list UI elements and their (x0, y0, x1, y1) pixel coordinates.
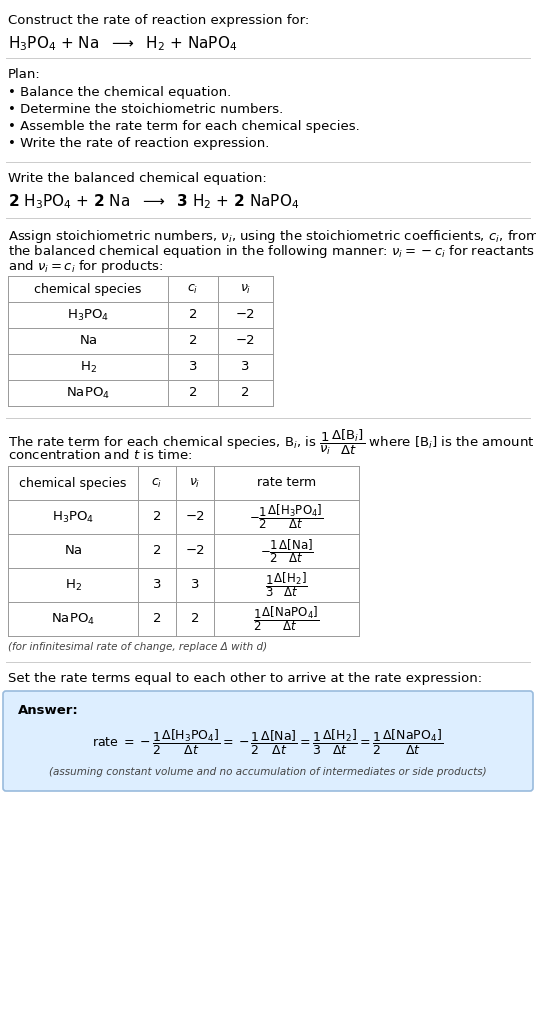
Text: $\mathrm{NaPO_4}$: $\mathrm{NaPO_4}$ (66, 385, 110, 400)
Text: (for infinitesimal rate of change, replace Δ with d): (for infinitesimal rate of change, repla… (8, 642, 267, 652)
Text: rate $= -\dfrac{1}{2}\dfrac{\Delta[\mathrm{H_3PO_4}]}{\Delta t} = -\dfrac{1}{2}\: rate $= -\dfrac{1}{2}\dfrac{\Delta[\math… (92, 727, 444, 757)
Text: −2: −2 (236, 308, 255, 322)
Text: 2: 2 (153, 612, 161, 626)
Text: $\mathrm{H_3PO_4}$: $\mathrm{H_3PO_4}$ (52, 510, 94, 524)
Text: Write the balanced chemical equation:: Write the balanced chemical equation: (8, 172, 267, 185)
Text: • Balance the chemical equation.: • Balance the chemical equation. (8, 86, 231, 99)
Text: $\dfrac{1}{3}\dfrac{\Delta[\mathrm{H_2}]}{\Delta t}$: $\dfrac{1}{3}\dfrac{\Delta[\mathrm{H_2}]… (265, 570, 308, 599)
Text: Plan:: Plan: (8, 68, 41, 81)
Text: $\mathrm{Na}$: $\mathrm{Na}$ (64, 545, 83, 557)
Text: $c_i$: $c_i$ (151, 476, 162, 489)
Text: −2: −2 (185, 511, 205, 523)
Text: Set the rate terms equal to each other to arrive at the rate expression:: Set the rate terms equal to each other t… (8, 672, 482, 685)
Text: $-\dfrac{1}{2}\dfrac{\Delta[\mathrm{Na}]}{\Delta t}$: $-\dfrac{1}{2}\dfrac{\Delta[\mathrm{Na}]… (259, 538, 314, 565)
Text: • Determine the stoichiometric numbers.: • Determine the stoichiometric numbers. (8, 103, 283, 116)
Text: $-\dfrac{1}{2}\dfrac{\Delta[\mathrm{H_3PO_4}]}{\Delta t}$: $-\dfrac{1}{2}\dfrac{\Delta[\mathrm{H_3P… (249, 503, 324, 531)
Text: −2: −2 (185, 545, 205, 557)
Text: $\nu_i$: $\nu_i$ (189, 476, 200, 489)
Text: 3: 3 (153, 579, 161, 592)
Text: Answer:: Answer: (18, 705, 79, 717)
Text: 2: 2 (189, 335, 197, 347)
Text: $\mathrm{H_2}$: $\mathrm{H_2}$ (64, 578, 81, 593)
Text: • Assemble the rate term for each chemical species.: • Assemble the rate term for each chemic… (8, 120, 360, 133)
Text: $\mathrm{NaPO_4}$: $\mathrm{NaPO_4}$ (51, 611, 95, 627)
Text: 3: 3 (191, 579, 199, 592)
Text: • Write the rate of reaction expression.: • Write the rate of reaction expression. (8, 137, 270, 150)
Text: $\mathrm{H_2}$: $\mathrm{H_2}$ (79, 359, 96, 375)
Text: $\mathrm{H_3PO_4}$ + Na  $\longrightarrow$  $\mathrm{H_2}$ + $\mathrm{NaPO_4}$: $\mathrm{H_3PO_4}$ + Na $\longrightarrow… (8, 34, 237, 52)
Text: $\mathrm{H_3PO_4}$: $\mathrm{H_3PO_4}$ (67, 307, 109, 323)
Text: and $\nu_i = c_i$ for products:: and $\nu_i = c_i$ for products: (8, 258, 163, 275)
Text: (assuming constant volume and no accumulation of intermediates or side products): (assuming constant volume and no accumul… (49, 767, 487, 777)
Text: 2: 2 (189, 308, 197, 322)
Text: 2: 2 (189, 386, 197, 399)
Text: $\dfrac{1}{2}\dfrac{\Delta[\mathrm{NaPO_4}]}{\Delta t}$: $\dfrac{1}{2}\dfrac{\Delta[\mathrm{NaPO_… (254, 604, 319, 634)
Text: 2: 2 (241, 386, 250, 399)
Text: 3: 3 (189, 360, 197, 374)
Text: $\mathrm{Na}$: $\mathrm{Na}$ (79, 335, 98, 347)
Text: 2: 2 (191, 612, 199, 626)
Text: $\mathbf{2}$ $\mathrm{H_3PO_4}$ + $\mathbf{2}$ Na  $\longrightarrow$  $\mathbf{3: $\mathbf{2}$ $\mathrm{H_3PO_4}$ + $\math… (8, 193, 299, 211)
Text: the balanced chemical equation in the following manner: $\nu_i = -c_i$ for react: the balanced chemical equation in the fo… (8, 243, 535, 260)
Text: chemical species: chemical species (19, 476, 126, 489)
Text: Construct the rate of reaction expression for:: Construct the rate of reaction expressio… (8, 14, 309, 27)
Text: $\nu_i$: $\nu_i$ (240, 283, 251, 296)
Text: rate term: rate term (257, 476, 316, 489)
Text: chemical species: chemical species (34, 283, 142, 296)
Text: The rate term for each chemical species, B$_i$, is $\dfrac{1}{\nu_i}\dfrac{\Delt: The rate term for each chemical species,… (8, 428, 534, 458)
FancyBboxPatch shape (3, 691, 533, 791)
Text: concentration and $t$ is time:: concentration and $t$ is time: (8, 449, 192, 462)
Text: −2: −2 (236, 335, 255, 347)
Text: 2: 2 (153, 545, 161, 557)
Text: Assign stoichiometric numbers, $\nu_i$, using the stoichiometric coefficients, $: Assign stoichiometric numbers, $\nu_i$, … (8, 228, 536, 245)
Text: 3: 3 (241, 360, 250, 374)
Text: $c_i$: $c_i$ (188, 283, 199, 296)
Text: 2: 2 (153, 511, 161, 523)
